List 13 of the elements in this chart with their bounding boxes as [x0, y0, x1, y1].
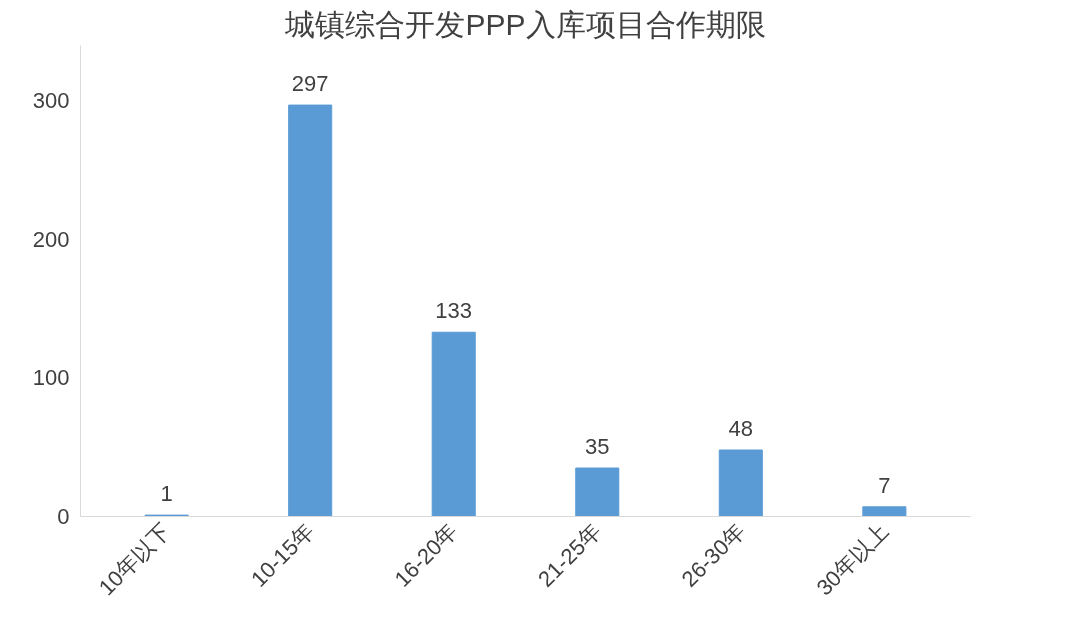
data-label: 1 [160, 480, 173, 506]
x-tick-label: 30年以上 [811, 518, 894, 601]
data-label: 7 [878, 472, 891, 498]
y-tick-label: 100 [32, 365, 70, 391]
data-label: 297 [291, 70, 329, 96]
x-tick-label: 10年以下 [93, 518, 176, 601]
data-label: 133 [435, 298, 473, 324]
data-label: 35 [585, 433, 610, 459]
chart-title: 城镇综合开发PPP入库项目合作期限 [284, 7, 766, 41]
y-tick-label: 300 [32, 88, 70, 114]
y-tick-label: 0 [57, 504, 70, 529]
data-label: 48 [728, 415, 754, 441]
y-tick-label: 200 [32, 226, 70, 252]
